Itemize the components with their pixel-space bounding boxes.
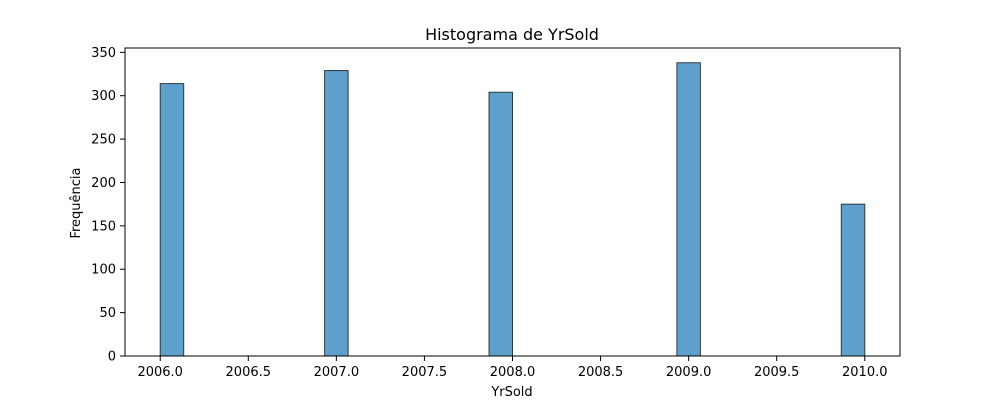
x-tick-label: 2006.0: [137, 365, 183, 380]
y-tick-label: 300: [91, 89, 116, 104]
histogram-bar-1: [324, 70, 349, 357]
y-tick-label: 100: [91, 263, 116, 278]
y-axis-label: Frequência: [69, 167, 84, 238]
y-tick-label: 250: [91, 133, 116, 148]
x-axis-ticks: 2006.0 2006.5 2007.0 2007.5 2008.0 2008.5 2009…: [137, 356, 888, 380]
x-tick-label: 2009.5: [754, 365, 800, 380]
x-tick-label: 2008.5: [578, 365, 624, 380]
y-axis-ticks: 0 50 100 150 200 250 300 350: [91, 46, 125, 365]
bars-group: [159, 62, 866, 357]
y-tick-label: 50: [99, 306, 116, 321]
y-tick-label: 0: [108, 350, 116, 365]
x-tick-label: 2010.0: [842, 365, 888, 380]
y-tick-label: 150: [91, 219, 116, 234]
histogram-bar-0: [159, 83, 185, 357]
histogram-bar-3: [676, 62, 701, 357]
histogram-bar-4: [840, 203, 866, 357]
histogram-bar-2: [488, 91, 514, 357]
x-tick-label: 2006.5: [226, 365, 272, 380]
y-tick-label: 350: [91, 46, 116, 61]
x-tick-label: 2007.5: [402, 365, 448, 380]
x-tick-label: 2008.0: [490, 365, 536, 380]
x-tick-label: 2009.0: [666, 365, 712, 380]
x-tick-label: 2007.0: [314, 365, 360, 380]
x-axis-label: YrSold: [490, 385, 532, 400]
chart-title: Histograma de YrSold: [425, 25, 599, 44]
y-tick-label: 200: [91, 176, 116, 191]
